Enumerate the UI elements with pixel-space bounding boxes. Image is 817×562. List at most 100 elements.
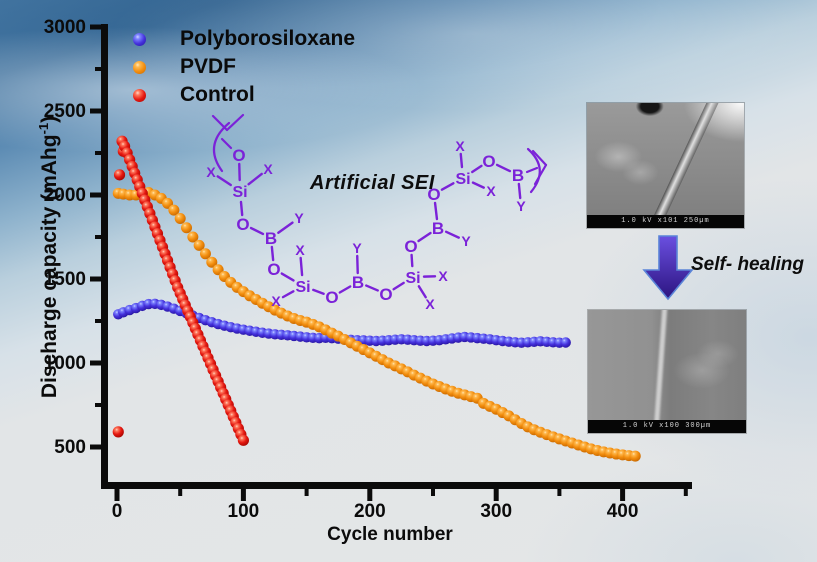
atom-label-o: O xyxy=(232,146,245,165)
atom-label-x: X xyxy=(486,183,496,199)
y-major-tick xyxy=(90,192,104,198)
y-minor-tick xyxy=(95,319,104,323)
data-point xyxy=(187,231,199,243)
bond-stub xyxy=(225,113,245,132)
bond xyxy=(471,164,483,174)
y-tick-label: 500 xyxy=(54,437,86,458)
x-tick-label: 100 xyxy=(228,501,260,522)
x-tick-label: 200 xyxy=(354,501,386,522)
bond xyxy=(216,175,232,187)
bond xyxy=(277,221,294,234)
atom-label-b: B xyxy=(512,166,524,185)
bond xyxy=(280,272,295,282)
data-point xyxy=(629,450,641,462)
legend-marker-red-icon xyxy=(133,88,146,102)
data-point xyxy=(206,256,218,268)
legend: Polyborosiloxane PVDF Control xyxy=(133,25,355,109)
sem-before-caption: 1.0 kV x101 250µm xyxy=(587,215,744,228)
y-major-tick xyxy=(90,360,104,366)
atom-label-x: X xyxy=(425,296,435,312)
y-tick-label: 3000 xyxy=(44,17,86,38)
bond xyxy=(471,181,485,189)
y-tick-label: 2500 xyxy=(44,101,86,122)
atom-label-b: B xyxy=(265,229,277,248)
self-healing-label: Self- healing xyxy=(691,254,804,275)
bond xyxy=(495,163,512,173)
bond xyxy=(281,290,295,299)
sem-after-surface xyxy=(588,310,746,420)
y-major-tick xyxy=(90,276,104,282)
bond xyxy=(440,182,455,191)
data-point xyxy=(181,222,193,234)
y-major-tick xyxy=(90,444,104,450)
legend-marker-blue-icon xyxy=(133,32,146,46)
atom-label-si: Si xyxy=(232,184,247,201)
atom-label-o: O xyxy=(482,152,495,171)
x-tick-label: 0 xyxy=(112,501,123,522)
y-major-tick xyxy=(90,24,104,30)
artificial-sei-label: Artificial SEI xyxy=(310,172,435,194)
legend-item-polyborosiloxane: Polyborosiloxane xyxy=(133,25,355,53)
crack-ridge xyxy=(643,103,725,215)
data-point xyxy=(168,204,180,216)
bond xyxy=(444,230,460,239)
sem-image-before: 1.0 kV x101 250µm xyxy=(587,103,744,228)
atom-label-y: Y xyxy=(516,198,526,214)
data-point xyxy=(112,426,124,438)
sem-before-surface xyxy=(587,103,744,215)
legend-label: PVDF xyxy=(180,55,237,78)
series-pvdf xyxy=(112,186,641,462)
x-tick-label: 400 xyxy=(607,501,639,522)
data-point xyxy=(113,169,126,181)
x-axis-title: Cycle number xyxy=(327,524,453,545)
bond xyxy=(239,200,244,217)
y-tick-label: 1500 xyxy=(44,269,86,290)
repeat-bracket xyxy=(212,121,231,173)
legend-item-control: Control xyxy=(133,81,355,109)
bond xyxy=(270,245,275,262)
atom-label-x: X xyxy=(295,242,305,258)
bond-stub xyxy=(531,149,548,167)
data-point xyxy=(560,337,571,348)
atom-label-y: Y xyxy=(461,233,471,249)
bond xyxy=(433,201,439,221)
atom-label-b: B xyxy=(352,273,364,292)
data-point xyxy=(237,434,249,446)
atom-label-o: O xyxy=(267,260,280,279)
bond xyxy=(338,285,352,294)
atom-label-x: X xyxy=(455,138,465,154)
atom-label-o: O xyxy=(404,237,417,256)
bond xyxy=(459,152,464,169)
legend-label: Polyborosiloxane xyxy=(180,27,356,50)
y-axis-title: Discharge capacity (mAhg-1) xyxy=(36,115,61,399)
bond xyxy=(392,281,405,291)
repeat-bracket xyxy=(526,147,541,194)
atom-label-si: Si xyxy=(405,270,420,287)
x-major-tick xyxy=(367,489,373,501)
sem-after-caption: 1.0 kV x100 300µm xyxy=(588,420,746,433)
data-point xyxy=(193,239,205,251)
self-healing-arrow xyxy=(642,235,694,301)
y-tick-label: 2000 xyxy=(44,185,86,206)
bond xyxy=(417,285,427,299)
bond xyxy=(410,253,414,268)
bond xyxy=(312,288,325,296)
legend-label: Control xyxy=(180,83,255,106)
atom-label-x: X xyxy=(271,293,281,309)
x-axis-spine xyxy=(101,482,692,489)
y-minor-tick xyxy=(95,67,104,71)
y-axis-spine xyxy=(101,24,108,489)
x-major-tick xyxy=(493,489,499,501)
x-minor-tick xyxy=(304,489,309,496)
bond-stub xyxy=(525,166,539,174)
y-major-tick xyxy=(90,108,104,114)
y-tick-label: 1000 xyxy=(44,353,86,374)
bond xyxy=(247,172,263,186)
x-major-tick xyxy=(240,489,246,501)
atom-label-b: B xyxy=(432,219,444,238)
legend-item-pvdf: PVDF xyxy=(133,53,355,81)
atom-label-o: O xyxy=(379,285,392,304)
y-minor-tick xyxy=(95,403,104,407)
x-major-tick xyxy=(114,489,120,501)
